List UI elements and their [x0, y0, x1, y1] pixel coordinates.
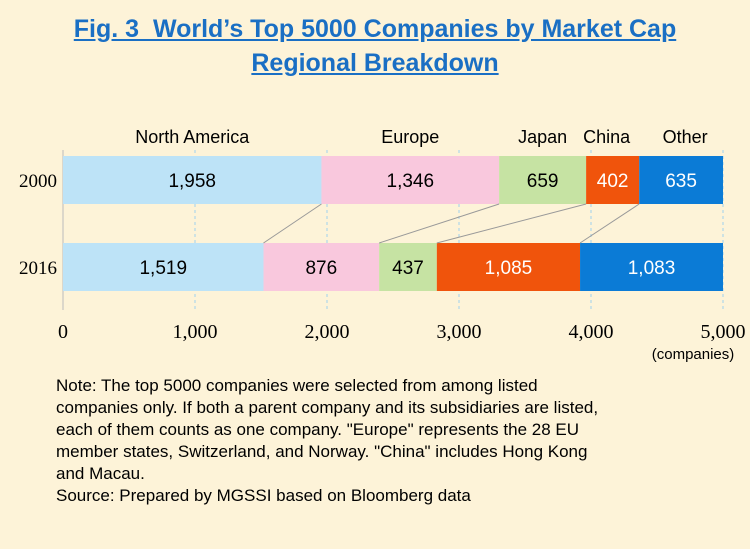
- bar-2016-north-america: [63, 243, 264, 291]
- source-line: Source: Prepared by MGSSI based on Bloom…: [56, 486, 471, 505]
- connector-line-0: [263, 203, 322, 244]
- data-label-2016-china: 1,085: [485, 258, 533, 279]
- x-tick-label-1000: 1,000: [173, 321, 218, 343]
- note-line-1: Note: The top 5000 companies were select…: [56, 376, 538, 395]
- x-unit-label: (companies): [652, 346, 735, 363]
- data-label-2000-other: 635: [665, 171, 697, 192]
- stacked-bar-chart: 1,958 1,346 659 402 635 2000 1,519 876 437 1,085 1…: [19, 127, 746, 363]
- bar-2016-other: [580, 243, 723, 291]
- legend-label-japan: Japan: [518, 127, 567, 147]
- note-line-5: and Macau.: [56, 464, 145, 483]
- connector-line-2: [436, 203, 587, 244]
- bar-2000-north-america: [63, 156, 322, 204]
- connector-line-3: [579, 203, 640, 244]
- x-tick-label-4000: 4,000: [569, 321, 614, 343]
- legend-label-europe: Europe: [381, 127, 439, 147]
- data-label-2016-japan: 437: [392, 258, 424, 279]
- x-tick-label-0: 0: [58, 321, 68, 343]
- chart-title-line-2: Regional Breakdown: [251, 49, 499, 77]
- connector-line-1: [378, 203, 500, 244]
- x-tick-label-3000: 3,000: [437, 321, 482, 343]
- chart-title: Fig. 3 World’s Top 5000 Companies by Mar…: [0, 12, 750, 80]
- bar-2000-japan: [499, 156, 587, 204]
- bar-2000-europe: [321, 156, 500, 204]
- x-tick-label-5000: 5,000: [701, 321, 746, 343]
- data-label-2016-other: 1,083: [628, 258, 676, 279]
- chart-note: Note: The top 5000 companies were select…: [56, 375, 736, 507]
- bar-2016-japan: [379, 243, 437, 291]
- bar-2000-china: [586, 156, 640, 204]
- data-label-2000-north-america: 1,958: [168, 171, 216, 192]
- note-line-3: each of them counts as one company. "Eur…: [56, 420, 579, 439]
- chart-title-line-1: Fig. 3 World’s Top 5000 Companies by Mar…: [73, 15, 677, 43]
- category-label-2016: 2016: [19, 258, 57, 279]
- bar-2016-china: [436, 243, 581, 291]
- data-label-2016-north-america: 1,519: [139, 258, 187, 279]
- data-label-2016-europe: 876: [305, 258, 337, 279]
- bar-2000-other: [639, 156, 723, 204]
- legend-label-china: China: [583, 127, 631, 147]
- note-line-2: companies only. If both a parent company…: [56, 398, 599, 417]
- data-label-2000-europe: 1,346: [387, 171, 435, 192]
- data-label-2000-japan: 659: [527, 171, 559, 192]
- legend-label-other: Other: [663, 127, 708, 147]
- bar-2016-europe: [263, 243, 380, 291]
- note-line-4: member states, Switzerland, and Norway. …: [56, 442, 588, 461]
- data-label-2000-china: 402: [597, 171, 629, 192]
- x-tick-label-2000: 2,000: [305, 321, 350, 343]
- legend-label-north-america: North America: [135, 127, 250, 147]
- category-label-2000: 2000: [19, 171, 57, 192]
